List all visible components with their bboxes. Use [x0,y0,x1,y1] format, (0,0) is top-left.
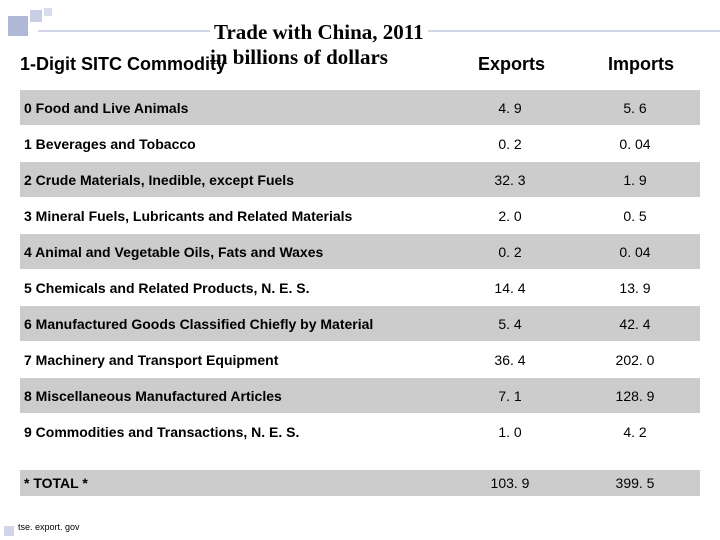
row-exports: 0. 2 [450,244,570,260]
row-label: 6 Manufactured Goods Classified Chiefly … [20,316,450,332]
column-header-commodity: 1-Digit SITC Commodity [20,54,226,75]
row-exports: 14. 4 [450,280,570,296]
row-label: 2 Crude Materials, Inedible, except Fuel… [20,172,450,188]
table-row: 3 Mineral Fuels, Lubricants and Related … [20,198,700,234]
source-citation: tse. export. gov [18,522,80,532]
row-imports: 128. 9 [570,388,700,404]
column-header-exports: Exports [478,54,545,75]
row-label: 0 Food and Live Animals [20,100,450,116]
row-exports: 5. 4 [450,316,570,332]
row-label: 5 Chemicals and Related Products, N. E. … [20,280,450,296]
column-header-imports: Imports [608,54,674,75]
table-row: 0 Food and Live Animals 4. 9 5. 6 [20,90,700,126]
total-exports: 103. 9 [450,475,570,491]
total-imports: 399. 5 [570,475,700,491]
row-exports: 32. 3 [450,172,570,188]
row-label: 9 Commodities and Transactions, N. E. S. [20,424,450,440]
row-label: 4 Animal and Vegetable Oils, Fats and Wa… [20,244,450,260]
row-exports: 0. 2 [450,136,570,152]
row-exports: 36. 4 [450,352,570,368]
row-label: 8 Miscellaneous Manufactured Articles [20,388,450,404]
table-row: 8 Miscellaneous Manufactured Articles 7.… [20,378,700,414]
row-imports: 0. 5 [570,208,700,224]
table-row: 4 Animal and Vegetable Oils, Fats and Wa… [20,234,700,270]
row-exports: 2. 0 [450,208,570,224]
row-imports: 13. 9 [570,280,700,296]
table-row: 6 Manufactured Goods Classified Chiefly … [20,306,700,342]
table-row: 1 Beverages and Tobacco 0. 2 0. 04 [20,126,700,162]
row-imports: 42. 4 [570,316,700,332]
row-exports: 1. 0 [450,424,570,440]
title-line2: in billions of dollars [210,45,388,69]
bottom-decoration [4,526,14,536]
row-label: 1 Beverages and Tobacco [20,136,450,152]
table-row: 7 Machinery and Transport Equipment 36. … [20,342,700,378]
title: Trade with China, 2011 in billions of do… [210,20,428,70]
row-imports: 5. 6 [570,100,700,116]
row-exports: 7. 1 [450,388,570,404]
table-body: 0 Food and Live Animals 4. 9 5. 6 1 Beve… [20,90,700,450]
row-imports: 4. 2 [570,424,700,440]
total-label: * TOTAL * [20,475,450,491]
row-exports: 4. 9 [450,100,570,116]
table-row: 5 Chemicals and Related Products, N. E. … [20,270,700,306]
row-imports: 0. 04 [570,244,700,260]
total-row: * TOTAL * 103. 9 399. 5 [20,470,700,496]
row-imports: 1. 9 [570,172,700,188]
row-label: 3 Mineral Fuels, Lubricants and Related … [20,208,450,224]
row-imports: 0. 04 [570,136,700,152]
row-imports: 202. 0 [570,352,700,368]
row-label: 7 Machinery and Transport Equipment [20,352,450,368]
title-line1: Trade with China, 2011 [210,20,428,45]
table-row: 2 Crude Materials, Inedible, except Fuel… [20,162,700,198]
table-row: 9 Commodities and Transactions, N. E. S.… [20,414,700,450]
